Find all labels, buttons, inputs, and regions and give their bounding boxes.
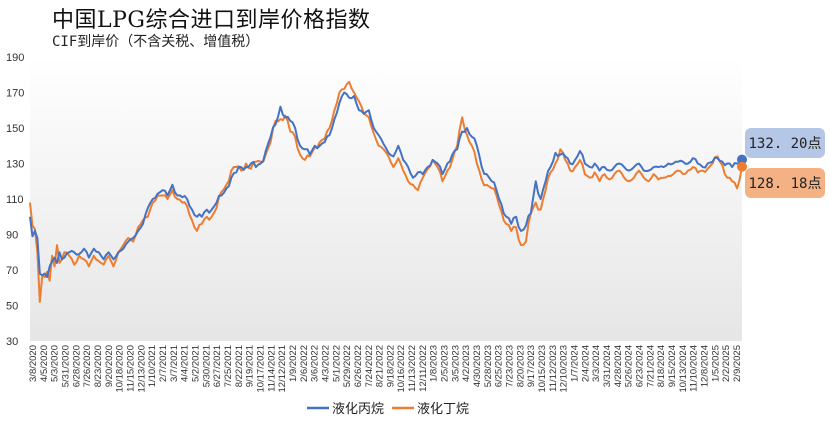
x-tick-label: 5/30/2021	[201, 345, 212, 387]
x-tick-label: 8/22/2021	[234, 345, 245, 387]
x-tick-label: 12/11/2022	[418, 345, 429, 392]
x-tick-label: 1/5/2025	[710, 345, 721, 382]
legend-label: 液化丁烷	[417, 402, 469, 417]
x-tick-label: 11/10/2024	[689, 345, 700, 392]
x-tick-label: 1/7/2024	[570, 345, 581, 382]
x-tick-label: 10/18/2020	[115, 345, 126, 393]
y-tick-label: 130	[6, 159, 24, 171]
end-value-callout	[745, 168, 825, 198]
legend-label: 液化丙烷	[332, 402, 384, 417]
end-value-callout	[745, 128, 825, 158]
x-tick-label: 8/18/2024	[656, 345, 667, 387]
x-tick-label: 6/28/2020	[71, 345, 82, 387]
x-tick-label: 4/30/2023	[472, 345, 483, 387]
x-tick-label: 12/10/2023	[559, 345, 570, 393]
x-tick-label: 6/23/2024	[635, 345, 646, 387]
x-tick-label: 3/6/2022	[310, 345, 321, 382]
x-tick-label: 3/31/2024	[602, 345, 613, 387]
x-tick-label: 11/12/2023	[548, 345, 559, 392]
x-tick-label: 5/3/2020	[50, 345, 61, 382]
x-tick-label: 3/3/2024	[591, 345, 602, 382]
x-tick-label: 12/8/2024	[700, 345, 711, 387]
x-tick-label: 11/15/2020	[125, 345, 136, 392]
x-tick-label: 1/9/2022	[288, 345, 299, 382]
x-tick-label: 9/17/2023	[526, 345, 537, 387]
x-tick-label: 2/4/2024	[580, 345, 591, 382]
x-tick-label: 9/20/2020	[104, 345, 115, 387]
end-value-label: 128. 18点	[748, 176, 821, 192]
y-tick-label: 170	[6, 88, 24, 100]
plot-background	[30, 57, 742, 341]
x-tick-label: 5/26/2024	[624, 345, 635, 387]
y-tick-label: 70	[6, 265, 18, 277]
x-tick-label: 2/2/2025	[721, 345, 732, 382]
x-tick-label: 7/26/2020	[82, 345, 93, 387]
x-tick-label: 10/16/2022	[396, 345, 407, 393]
y-tick-label: 150	[6, 123, 24, 135]
chart-subtitle: CIF到岸价（不含关税、增值税）	[52, 34, 260, 50]
x-tick-label: 2/6/2022	[299, 345, 310, 382]
x-tick-label: 7/25/2021	[223, 345, 234, 387]
end-point-marker	[737, 154, 747, 165]
x-tick-label: 9/15/2024	[667, 345, 678, 387]
series-line-propane	[29, 91, 743, 279]
x-tick-label: 6/26/2022	[353, 345, 364, 387]
x-tick-label: 4/28/2024	[613, 345, 624, 387]
x-tick-label: 2/9/2025	[732, 345, 743, 382]
y-tick-label: 90	[6, 230, 18, 242]
x-tick-label: 2/5/2023	[440, 345, 451, 382]
chart-title: 中国LPG综合进口到岸价格指数	[52, 8, 371, 33]
x-tick-label: 8/23/2020	[93, 345, 104, 387]
end-value-label: 132. 20点	[748, 136, 821, 152]
y-tick-label: 30	[6, 336, 18, 348]
x-tick-label: 1/8/2023	[429, 345, 440, 382]
x-tick-label: 1/10/2021	[147, 345, 158, 387]
x-tick-label: 7/21/2024	[645, 345, 656, 387]
x-tick-label: 6/27/2021	[212, 345, 223, 387]
x-tick-label: 4/2/2023	[461, 345, 472, 382]
x-tick-label: 4/4/2021	[180, 345, 191, 382]
x-tick-label: 12/13/2020	[136, 345, 147, 393]
x-tick-label: 9/19/2021	[245, 345, 256, 387]
x-tick-label: 5/1/2022	[331, 345, 342, 382]
x-tick-label: 10/17/2021	[255, 345, 266, 393]
x-tick-label: 5/28/2023	[483, 345, 494, 387]
x-tick-label: 10/15/2023	[537, 345, 548, 393]
x-tick-label: 6/25/2023	[494, 345, 505, 387]
x-tick-label: 12/12/2021	[277, 345, 288, 393]
x-tick-label: 11/14/2021	[266, 345, 277, 392]
x-tick-label: 4/3/2022	[320, 345, 331, 382]
y-tick-label: 110	[6, 194, 24, 206]
x-tick-label: 4/5/2020	[39, 345, 50, 382]
y-tick-label: 50	[6, 301, 18, 313]
x-tick-label: 3/5/2023	[450, 345, 461, 382]
x-tick-label: 5/31/2020	[60, 345, 71, 387]
end-point-marker	[737, 161, 747, 172]
x-tick-label: 3/8/2020	[28, 345, 39, 382]
x-tick-label: 3/7/2021	[169, 345, 180, 382]
x-tick-label: 5/29/2022	[342, 345, 353, 387]
x-tick-label: 9/18/2022	[385, 345, 396, 387]
y-tick-label: 190	[6, 52, 24, 64]
x-tick-label: 5/2/2021	[190, 345, 201, 382]
x-tick-label: 7/23/2023	[505, 345, 516, 387]
x-tick-label: 8/21/2022	[375, 345, 386, 387]
x-tick-label: 10/13/2024	[678, 345, 689, 393]
x-tick-label: 7/24/2022	[364, 345, 375, 387]
series-line-butane	[29, 80, 743, 303]
x-tick-label: 11/13/2022	[407, 345, 418, 392]
x-tick-label: 2/7/2021	[158, 345, 169, 382]
x-tick-label: 8/20/2023	[515, 345, 526, 387]
